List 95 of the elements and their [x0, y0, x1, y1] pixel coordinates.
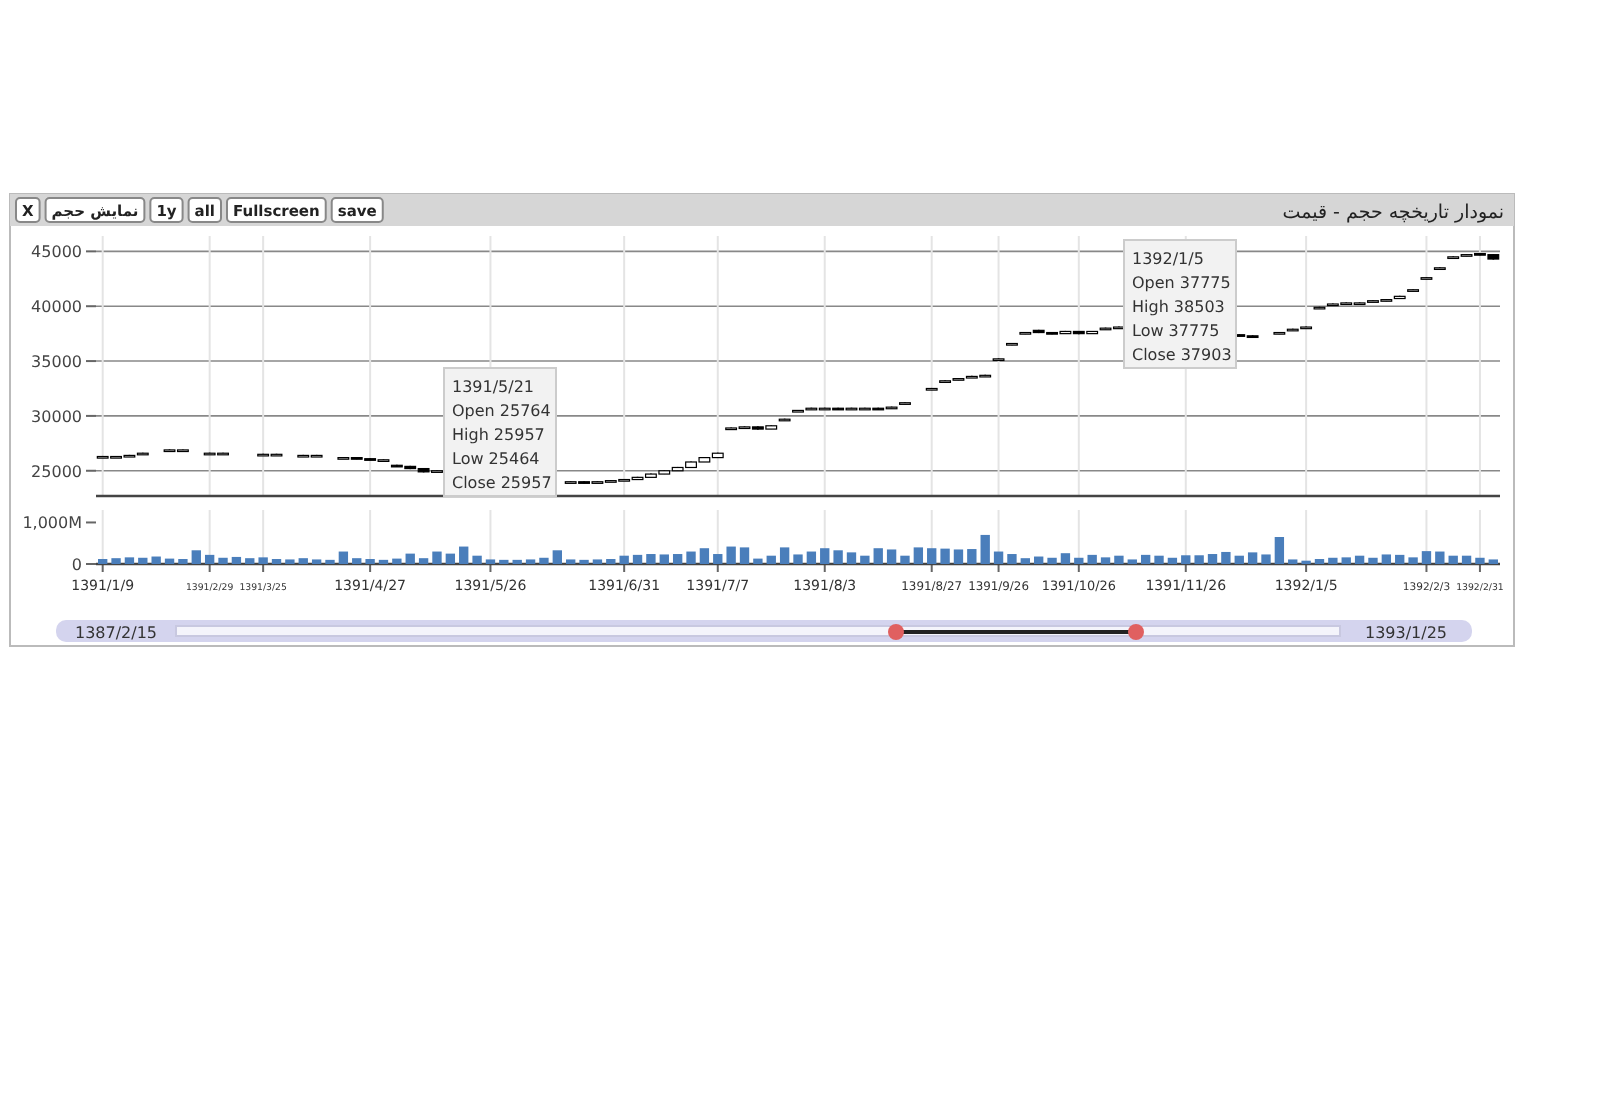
bar: [472, 555, 482, 564]
bar: [1167, 557, 1178, 564]
bar: [1368, 557, 1378, 564]
bar: [1247, 552, 1258, 564]
bar: [1274, 537, 1285, 564]
bar: [1408, 557, 1418, 564]
bar: [900, 555, 910, 564]
bar: [231, 556, 242, 564]
bar: [726, 546, 736, 564]
bar: [445, 553, 456, 564]
bar: [833, 550, 843, 564]
bar: [1435, 551, 1445, 564]
bar: [1341, 557, 1351, 564]
bar: [405, 553, 415, 564]
bar: [672, 554, 683, 564]
bar: [459, 546, 469, 564]
bar: [779, 547, 790, 564]
bar: [1140, 554, 1151, 564]
bar: [191, 550, 201, 564]
y-tick-label: 35000: [31, 353, 82, 372]
bar: [766, 555, 776, 564]
bar: [886, 549, 897, 564]
y-tick-label: 25000: [31, 462, 82, 481]
bar: [927, 548, 937, 564]
bar: [1181, 555, 1191, 564]
bar: [1087, 554, 1097, 564]
y-tick-label: 1,000M: [22, 514, 83, 533]
y-tick-label: 30000: [31, 407, 82, 426]
text: 1387/2/15: [74, 624, 158, 642]
bar: [218, 557, 228, 564]
bar: [1448, 555, 1458, 564]
bar: [820, 548, 830, 564]
bar: [1354, 555, 1365, 564]
y-tick-label: 0: [71, 556, 82, 574]
bar: [1100, 557, 1111, 564]
bar: [967, 549, 977, 564]
bar: [1034, 556, 1044, 564]
bar: [1194, 555, 1204, 564]
bar: [699, 548, 710, 564]
bar: [138, 557, 148, 564]
bar: [432, 551, 442, 564]
bar: [1261, 554, 1271, 564]
bar: [1114, 555, 1124, 564]
bar: [1207, 554, 1218, 564]
bar: [151, 556, 161, 564]
bar: [646, 554, 656, 564]
annotation: 1391/5/21 Open 25764 High 25957 Low 25464 Close 25957: [452, 378, 552, 492]
bar: [846, 552, 857, 564]
bar: [1047, 557, 1057, 564]
bar: [204, 554, 215, 564]
annotation: 1392/1/5 Open 37775 High 38503 Low 37775 Close 37903: [1132, 250, 1232, 364]
text: 1393/1/25: [1364, 624, 1448, 642]
bar: [539, 557, 549, 564]
bar: [953, 549, 964, 564]
bar: [860, 555, 870, 564]
chart-title: نمودار تاریخچه حجم - قیمت: [1282, 202, 1504, 224]
bar: [338, 551, 349, 564]
y-tick-label: 40000: [31, 298, 82, 317]
bar: [980, 534, 990, 564]
bar: [753, 558, 763, 564]
bar: [913, 547, 924, 564]
bar: [1421, 551, 1432, 564]
bar: [392, 558, 402, 564]
bar: [940, 548, 950, 564]
bar: [993, 551, 1004, 564]
bar: [1381, 554, 1392, 564]
bar: [418, 558, 429, 564]
bar: [552, 550, 562, 564]
bar: [111, 558, 121, 564]
bar: [1234, 555, 1244, 564]
bar: [258, 557, 268, 564]
bar: [619, 555, 629, 564]
bar: [659, 554, 669, 564]
bar: [1328, 557, 1338, 564]
bar: [739, 547, 750, 564]
bar: [1060, 553, 1071, 564]
bar: [124, 557, 135, 564]
bar: [1475, 557, 1485, 564]
bar: [632, 554, 643, 564]
bar: [793, 554, 803, 564]
bar: [352, 558, 362, 564]
bar: [1074, 557, 1084, 564]
bar: [1395, 554, 1405, 564]
bar: [1221, 551, 1231, 564]
bar: [245, 558, 255, 564]
bar: [806, 551, 817, 564]
bar: [1461, 555, 1472, 564]
bar: [1020, 558, 1030, 564]
y-tick-label: 45000: [31, 243, 82, 262]
bar: [686, 551, 696, 564]
bar: [713, 554, 723, 564]
bar: [1154, 555, 1164, 564]
bar: [1007, 554, 1017, 564]
bar: [873, 548, 883, 564]
bar: [298, 558, 308, 564]
